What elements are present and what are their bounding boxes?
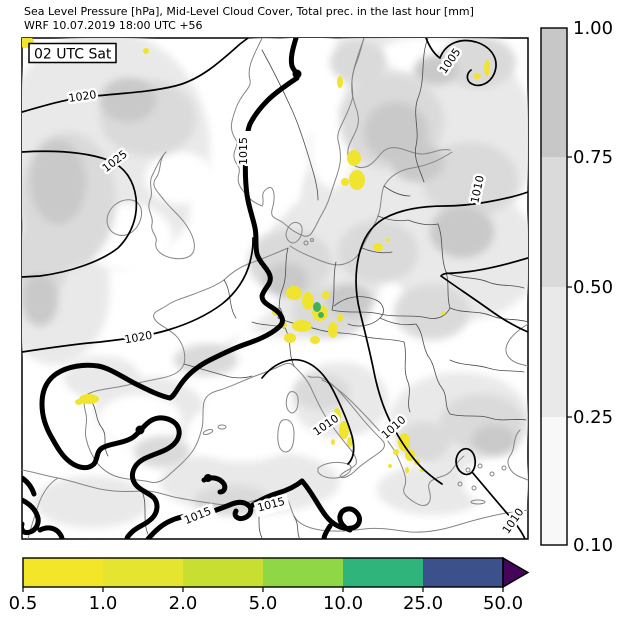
- cloud-cb-seg-3: [541, 287, 567, 417]
- figure-title: Sea Level Pressure [hPa], Mid-Level Clou…: [24, 5, 474, 18]
- precip-cb-tick-05: 0.5: [9, 593, 38, 614]
- precip-cb-tick-10: 1.0: [89, 593, 118, 614]
- cloud-cb-seg-2: [541, 157, 567, 287]
- timestamp-stamp: 02 UTC Sat: [28, 42, 117, 64]
- pressure-contour-1015-thick: [22, 38, 362, 539]
- cloud-cb-tick-050: 0.50: [573, 277, 613, 298]
- cloud-shading-dark: [22, 55, 516, 455]
- figure-subtitle: WRF 10.07.2019 18:00 UTC +56: [24, 19, 203, 32]
- precip-cb-seg-5: [343, 558, 423, 587]
- precip-cb-tick-20: 2.0: [169, 593, 198, 614]
- precip-cb-arrow: [502, 556, 530, 589]
- precip-cb-ticks: [22, 587, 504, 592]
- contour-label-1015-norway: 1015: [237, 137, 250, 165]
- cloud-cb-ticks: [567, 156, 572, 418]
- timestamp-text: 02 UTC Sat: [34, 47, 112, 63]
- precip-cb-tick-50: 5.0: [249, 593, 278, 614]
- label-gap: [253, 493, 291, 518]
- precipitation-spots: [22, 38, 490, 473]
- label-gap: [180, 503, 218, 530]
- precip-cb-seg-4: [263, 558, 343, 587]
- label-gap: [239, 131, 254, 165]
- precip-colorbar: 0.5 1.0 2.0 5.0 10.0 25.0 50.0: [9, 556, 530, 614]
- precip-cb-tick-100: 10.0: [323, 593, 363, 614]
- precip-cb-tick-250: 25.0: [403, 593, 443, 614]
- cloud-cb-seg-1: [541, 28, 567, 157]
- cloud-cb-seg-4: [541, 417, 567, 545]
- cloud-cb-tick-075: 0.75: [573, 147, 613, 168]
- map-content: 1020 1025 1015 1005 1010 1020 1010 1010 …: [22, 38, 528, 539]
- country-borders: [87, 38, 528, 539]
- cloud-cb-tick-010: 0.10: [573, 535, 613, 556]
- precip-cb-seg-3: [183, 558, 263, 587]
- precip-cb-seg-1: [23, 558, 103, 587]
- precip-cb-seg-6: [423, 558, 503, 587]
- precip-cb-seg-2: [103, 558, 183, 587]
- cloud-colorbar: 1.00 0.75 0.50 0.25 0.10: [540, 18, 613, 556]
- cloud-cb-tick-100: 1.00: [573, 18, 613, 39]
- cloud-cb-tick-025: 0.25: [573, 407, 613, 428]
- precip-cb-tick-500: 50.0: [483, 593, 523, 614]
- pressure-contours-thin: [22, 38, 528, 539]
